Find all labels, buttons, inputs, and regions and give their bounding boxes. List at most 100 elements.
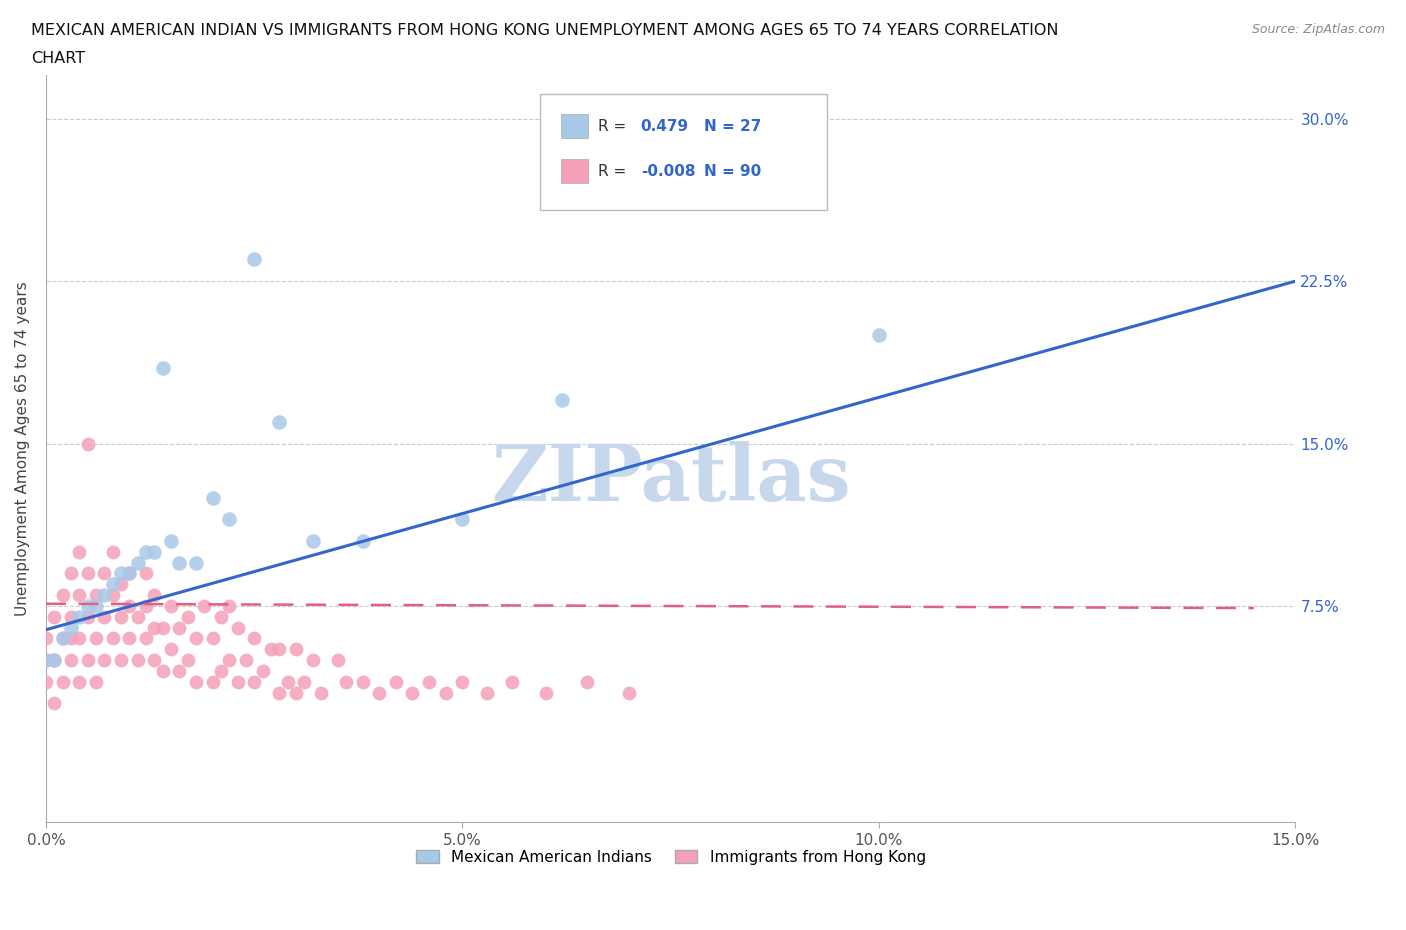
- Point: [84, 631, 107, 645]
- Point: [118, 631, 141, 645]
- Point: [160, 642, 183, 657]
- Point: [35, 674, 58, 689]
- Point: [451, 674, 474, 689]
- Point: [243, 674, 266, 689]
- Point: [84, 588, 107, 603]
- Text: R =: R =: [598, 164, 631, 179]
- Point: [52, 631, 75, 645]
- Point: [269, 642, 291, 657]
- Point: [59, 631, 82, 645]
- Point: [226, 620, 249, 635]
- FancyBboxPatch shape: [540, 94, 827, 210]
- Point: [617, 685, 640, 700]
- Point: [235, 653, 257, 668]
- Text: CHART: CHART: [31, 51, 84, 66]
- Text: R =: R =: [598, 119, 631, 134]
- Point: [167, 555, 190, 570]
- Point: [243, 252, 266, 267]
- Text: N = 90: N = 90: [704, 164, 762, 179]
- Point: [209, 609, 232, 624]
- Point: [451, 512, 474, 526]
- Point: [284, 642, 307, 657]
- Point: [35, 653, 58, 668]
- Point: [118, 566, 141, 581]
- Y-axis label: Unemployment Among Ages 65 to 74 years: Unemployment Among Ages 65 to 74 years: [15, 282, 30, 617]
- Point: [218, 512, 240, 526]
- Point: [101, 588, 124, 603]
- Point: [93, 609, 115, 624]
- Point: [101, 577, 124, 591]
- Text: Source: ZipAtlas.com: Source: ZipAtlas.com: [1251, 23, 1385, 36]
- Point: [52, 631, 75, 645]
- Point: [352, 534, 374, 549]
- Point: [44, 696, 66, 711]
- Point: [127, 555, 149, 570]
- Point: [135, 566, 157, 581]
- Point: [84, 674, 107, 689]
- Point: [52, 588, 75, 603]
- Point: [84, 599, 107, 614]
- Point: [127, 653, 149, 668]
- Point: [160, 534, 183, 549]
- Point: [35, 653, 58, 668]
- Point: [118, 566, 141, 581]
- Point: [110, 566, 132, 581]
- Point: [44, 653, 66, 668]
- Point: [309, 685, 332, 700]
- Point: [59, 620, 82, 635]
- Text: 0.479: 0.479: [641, 119, 689, 134]
- Point: [269, 415, 291, 430]
- Point: [301, 534, 323, 549]
- Legend: Mexican American Indians, Immigrants from Hong Kong: Mexican American Indians, Immigrants fro…: [409, 844, 932, 870]
- Point: [385, 674, 408, 689]
- Point: [184, 631, 207, 645]
- Point: [326, 653, 349, 668]
- Point: [67, 588, 90, 603]
- Point: [193, 599, 215, 614]
- Point: [143, 588, 166, 603]
- Point: [252, 663, 274, 678]
- Point: [576, 674, 599, 689]
- FancyBboxPatch shape: [561, 114, 588, 139]
- Point: [292, 674, 315, 689]
- Point: [209, 663, 232, 678]
- Point: [44, 609, 66, 624]
- Point: [277, 674, 299, 689]
- Point: [301, 653, 323, 668]
- Point: [118, 599, 141, 614]
- Point: [167, 663, 190, 678]
- Point: [201, 490, 224, 505]
- Point: [110, 577, 132, 591]
- Point: [76, 436, 98, 451]
- Point: [534, 685, 557, 700]
- Point: [269, 685, 291, 700]
- Text: MEXICAN AMERICAN INDIAN VS IMMIGRANTS FROM HONG KONG UNEMPLOYMENT AMONG AGES 65 : MEXICAN AMERICAN INDIAN VS IMMIGRANTS FR…: [31, 23, 1059, 38]
- Point: [352, 674, 374, 689]
- Point: [551, 392, 574, 407]
- Point: [35, 631, 58, 645]
- Point: [226, 674, 249, 689]
- Point: [167, 620, 190, 635]
- Point: [76, 653, 98, 668]
- Point: [184, 674, 207, 689]
- Point: [135, 599, 157, 614]
- Point: [110, 609, 132, 624]
- Point: [335, 674, 357, 689]
- Point: [135, 631, 157, 645]
- Point: [59, 609, 82, 624]
- Point: [110, 653, 132, 668]
- Point: [67, 544, 90, 559]
- Point: [59, 653, 82, 668]
- Point: [401, 685, 423, 700]
- Text: -0.008: -0.008: [641, 164, 695, 179]
- Point: [501, 674, 523, 689]
- Point: [152, 663, 174, 678]
- Point: [284, 685, 307, 700]
- Point: [201, 674, 224, 689]
- Point: [135, 544, 157, 559]
- Point: [868, 328, 890, 343]
- Point: [184, 555, 207, 570]
- Point: [76, 609, 98, 624]
- Point: [368, 685, 391, 700]
- Point: [76, 599, 98, 614]
